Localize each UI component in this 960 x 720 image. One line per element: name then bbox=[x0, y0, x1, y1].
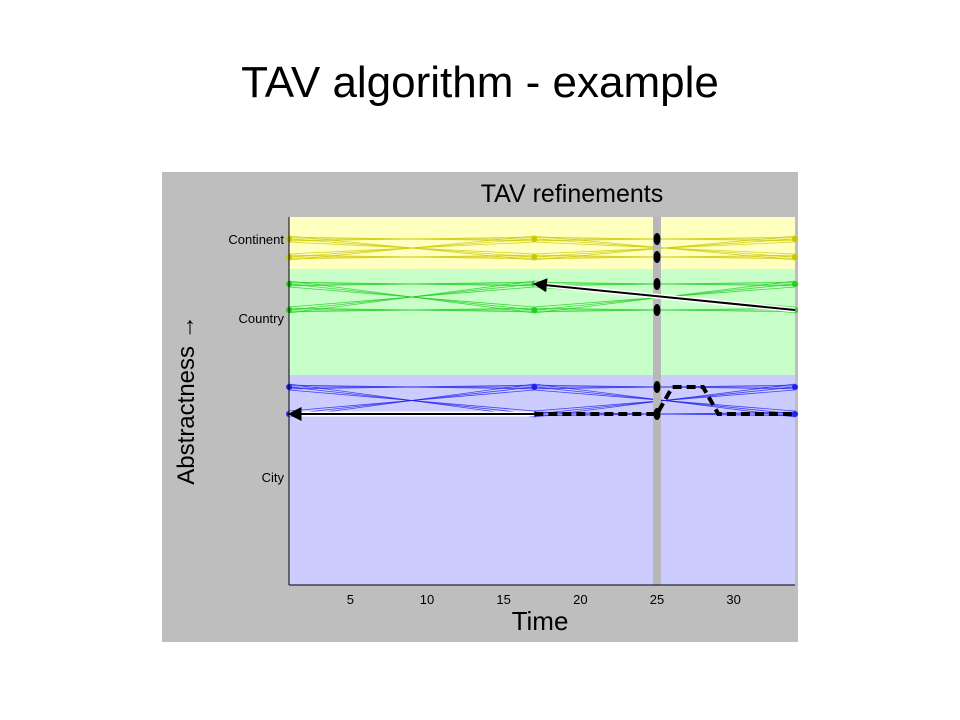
x-tick-label: 10 bbox=[420, 592, 434, 607]
x-tick-label: 30 bbox=[726, 592, 740, 607]
marker-node bbox=[653, 381, 661, 393]
node-city bbox=[792, 384, 798, 390]
x-tick-label: 15 bbox=[496, 592, 510, 607]
x-tick-label: 20 bbox=[573, 592, 587, 607]
level-label-city: City bbox=[262, 470, 285, 485]
edge-country bbox=[288, 307, 535, 313]
refined-path bbox=[534, 385, 795, 416]
node-country bbox=[792, 281, 798, 287]
slide-title: TAV algorithm - example bbox=[241, 58, 719, 107]
x-axis-label: Time bbox=[512, 606, 569, 636]
x-tick-label: 5 bbox=[347, 592, 354, 607]
node-continent bbox=[792, 236, 798, 242]
edge-city bbox=[534, 384, 796, 390]
node-continent bbox=[531, 254, 538, 260]
node-continent bbox=[792, 254, 798, 260]
band-continent bbox=[289, 217, 795, 269]
time-marker bbox=[653, 217, 661, 585]
edge-continent bbox=[288, 254, 535, 260]
marker-node bbox=[653, 304, 661, 316]
edge-country bbox=[288, 281, 535, 287]
edge-city bbox=[288, 384, 535, 390]
level-label-country: Country bbox=[238, 311, 284, 326]
marker-node bbox=[653, 233, 661, 245]
x-tick-label: 25 bbox=[650, 592, 664, 607]
edge-city bbox=[534, 383, 796, 418]
y-axis-label: Abstractness → bbox=[173, 315, 200, 484]
edge-country bbox=[534, 307, 796, 313]
marker-node bbox=[653, 278, 661, 290]
node-city bbox=[792, 411, 798, 417]
edge-country bbox=[534, 281, 796, 287]
level-label-continent: Continent bbox=[228, 232, 284, 247]
edge-country bbox=[288, 280, 535, 314]
tav-chart: TAV refinements Continent Country City 5 10 15… bbox=[173, 180, 798, 636]
edge-continent bbox=[534, 254, 796, 260]
chart-figure: TAV refinements Continent Country City 5 10 15… bbox=[162, 172, 798, 642]
node-city bbox=[531, 384, 538, 390]
marker-node bbox=[653, 251, 661, 263]
refinement-arrow bbox=[532, 278, 796, 311]
node-continent bbox=[531, 236, 538, 242]
chart-title: TAV refinements bbox=[481, 180, 663, 208]
node-country bbox=[531, 307, 538, 313]
